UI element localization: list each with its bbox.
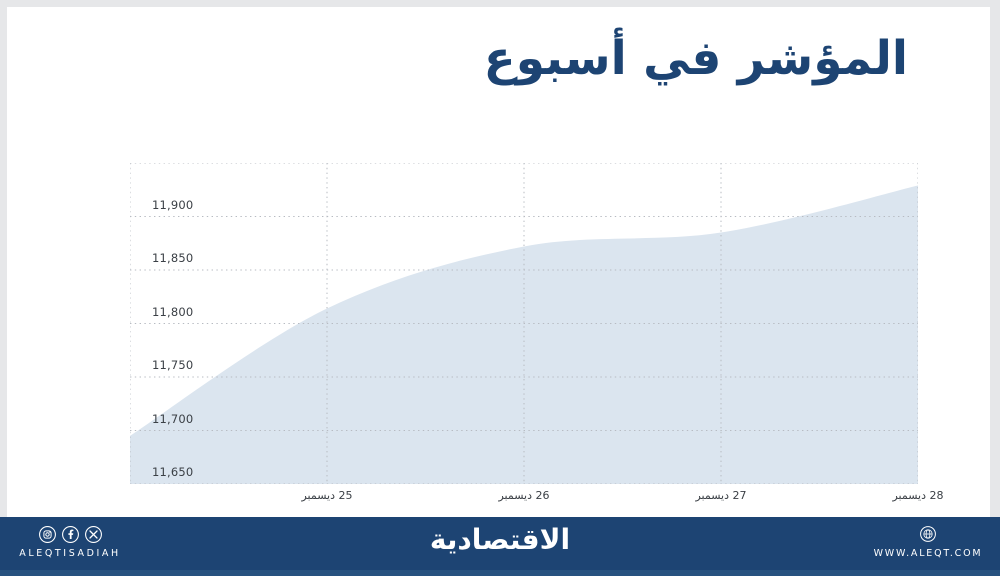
y-tick-label: 11,750	[152, 358, 194, 372]
aleqtisadiah-logo: الاقتصادية	[429, 523, 571, 556]
facebook-icon[interactable]	[62, 526, 79, 543]
y-tick-label: 11,700	[152, 411, 194, 426]
x-icon[interactable]	[85, 526, 102, 543]
page-title: المؤشر في أسبوع	[483, 31, 909, 86]
website-url[interactable]: WWW.ALEQT.COM	[873, 548, 983, 559]
x-tick-label: 28 ديسمبر	[892, 489, 944, 502]
index-area-chart	[130, 163, 918, 484]
y-tick-label: 11,650	[152, 465, 194, 479]
infographic-page: المؤشر في أسبوع 11,900 11,850 11,800 11,750…	[7, 7, 990, 517]
y-tick-label: 11,900	[152, 197, 194, 212]
instagram-icon[interactable]	[39, 526, 56, 543]
chart-plot	[130, 163, 918, 484]
footer-accent-strip	[0, 570, 1000, 576]
x-tick-label: 27 ديسمبر	[695, 489, 747, 502]
y-tick-label: 11,800	[152, 304, 194, 319]
globe-icon	[920, 526, 936, 546]
social-icons	[39, 526, 102, 543]
y-tick-label: 11,850	[152, 251, 194, 265]
brand-name: ALEQTISADIAH	[19, 548, 121, 559]
x-tick-label: 25 ديسمبر	[301, 489, 353, 502]
footer-bar: ALEQTISADIAH الاقتصادية WWW.ALEQT.COM	[0, 517, 1000, 576]
x-tick-label: 26 ديسمبر	[498, 489, 550, 502]
